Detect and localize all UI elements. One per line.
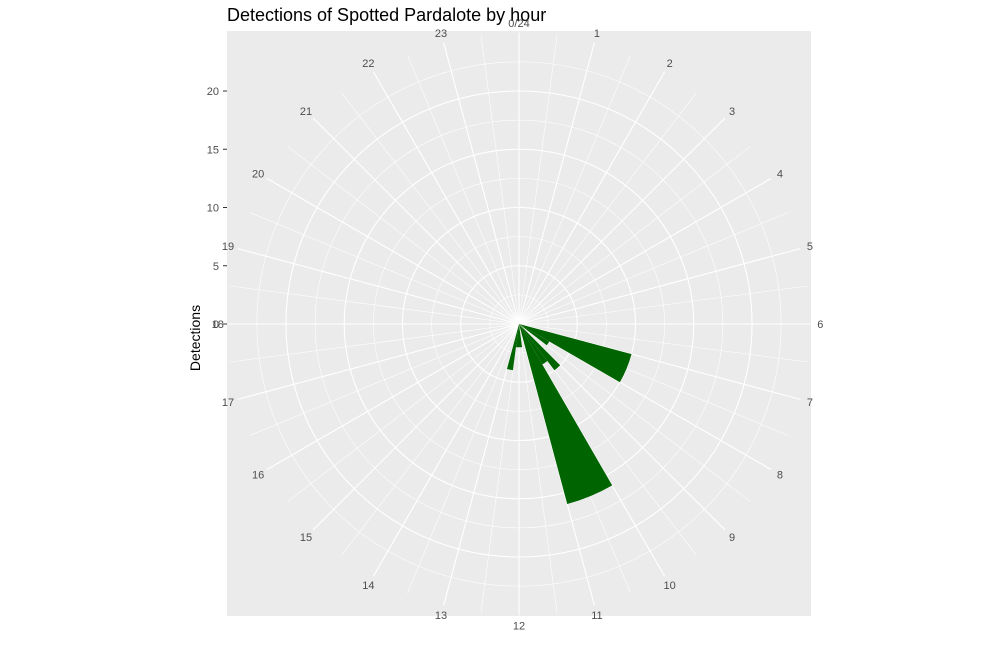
hour-label: 11 bbox=[591, 610, 602, 622]
hour-label: 19 bbox=[222, 241, 234, 253]
bar bbox=[519, 324, 548, 365]
grid-spoke bbox=[518, 146, 751, 325]
hour-label: 18 bbox=[212, 319, 224, 331]
hour-label: 3 bbox=[729, 106, 735, 118]
grid-spoke bbox=[518, 323, 666, 577]
grid-spoke bbox=[518, 285, 808, 325]
y-tick-label: 20 bbox=[207, 86, 219, 98]
grid-spoke bbox=[518, 323, 808, 363]
y-tick-label: 5 bbox=[213, 261, 219, 273]
grid-spoke bbox=[237, 248, 520, 325]
grid-spoke bbox=[266, 177, 520, 325]
y-tick-label: 0 bbox=[213, 319, 219, 331]
grid-spoke bbox=[266, 323, 520, 471]
grid-spoke bbox=[518, 92, 697, 325]
y-tick-label: 15 bbox=[207, 144, 219, 156]
bar bbox=[519, 324, 561, 371]
grid-spoke bbox=[230, 285, 520, 325]
hour-label: 1 bbox=[594, 28, 600, 40]
grid-spoke bbox=[407, 54, 520, 325]
chart-title: Detections of Spotted Pardalote by hour bbox=[227, 5, 546, 25]
hour-labels: 0/24123456789101112131415161718192021222… bbox=[212, 18, 824, 633]
grid-spoke bbox=[341, 92, 520, 325]
hour-label: 15 bbox=[300, 532, 312, 544]
grid-spoke bbox=[312, 117, 520, 325]
grid-spoke bbox=[237, 323, 520, 400]
grid-spoke bbox=[518, 35, 558, 325]
hour-label: 8 bbox=[777, 470, 783, 482]
hour-label: 6 bbox=[817, 319, 823, 331]
hour-label: 4 bbox=[777, 168, 783, 180]
hour-label: 14 bbox=[362, 580, 374, 592]
grid-spoke bbox=[287, 323, 520, 502]
grid-spoke bbox=[518, 54, 631, 325]
y-tick-label: 10 bbox=[207, 203, 219, 215]
hour-label: 23 bbox=[435, 28, 447, 40]
hour-label: 5 bbox=[807, 241, 813, 253]
grid-spoke bbox=[407, 323, 520, 594]
grid-spoke bbox=[443, 42, 520, 325]
grid-spoke bbox=[518, 323, 726, 531]
hour-label: 21 bbox=[300, 106, 312, 118]
hour-label: 20 bbox=[252, 168, 264, 180]
grid-spoke bbox=[249, 212, 520, 325]
bar bbox=[506, 324, 519, 371]
hour-label: 17 bbox=[222, 397, 234, 409]
bar bbox=[519, 324, 523, 348]
grid-spoke bbox=[518, 323, 697, 556]
grid-spoke bbox=[480, 35, 520, 325]
grid-spoke bbox=[518, 71, 666, 325]
bar bbox=[519, 324, 632, 383]
hour-label: 9 bbox=[729, 532, 735, 544]
hour-label: 12 bbox=[513, 620, 525, 632]
hour-label: 10 bbox=[664, 580, 676, 592]
grid-spoke bbox=[518, 177, 772, 325]
hour-label: 2 bbox=[667, 58, 673, 70]
grid-spoke bbox=[518, 323, 751, 502]
grid-spoke bbox=[341, 323, 520, 556]
hour-label: 16 bbox=[252, 470, 264, 482]
hour-label: 0/24 bbox=[508, 18, 529, 30]
hour-label: 22 bbox=[362, 58, 374, 70]
hour-label: 13 bbox=[435, 610, 447, 622]
grid-spoke bbox=[312, 323, 520, 531]
grid-spoke bbox=[249, 323, 520, 436]
hour-label: 7 bbox=[807, 397, 813, 409]
grid-spoke bbox=[480, 323, 520, 613]
y-axis-label: Detections bbox=[187, 305, 203, 371]
grid-spoke bbox=[518, 117, 726, 325]
grid-spoke bbox=[372, 323, 520, 577]
y-axis: 0 5 10 15 20 bbox=[207, 86, 227, 331]
bar bbox=[519, 324, 550, 346]
grid-spoke bbox=[518, 248, 801, 325]
bar bbox=[519, 324, 613, 505]
grid-spoke bbox=[518, 323, 558, 613]
bars bbox=[506, 324, 632, 505]
grid-spoke bbox=[287, 146, 520, 325]
grid-lines bbox=[227, 32, 811, 616]
grid-spoke bbox=[372, 71, 520, 325]
bar bbox=[515, 324, 519, 348]
grid-spoke bbox=[518, 42, 595, 325]
grid-spoke bbox=[518, 212, 789, 325]
grid-spoke bbox=[443, 323, 520, 606]
grid-spoke bbox=[230, 323, 520, 363]
